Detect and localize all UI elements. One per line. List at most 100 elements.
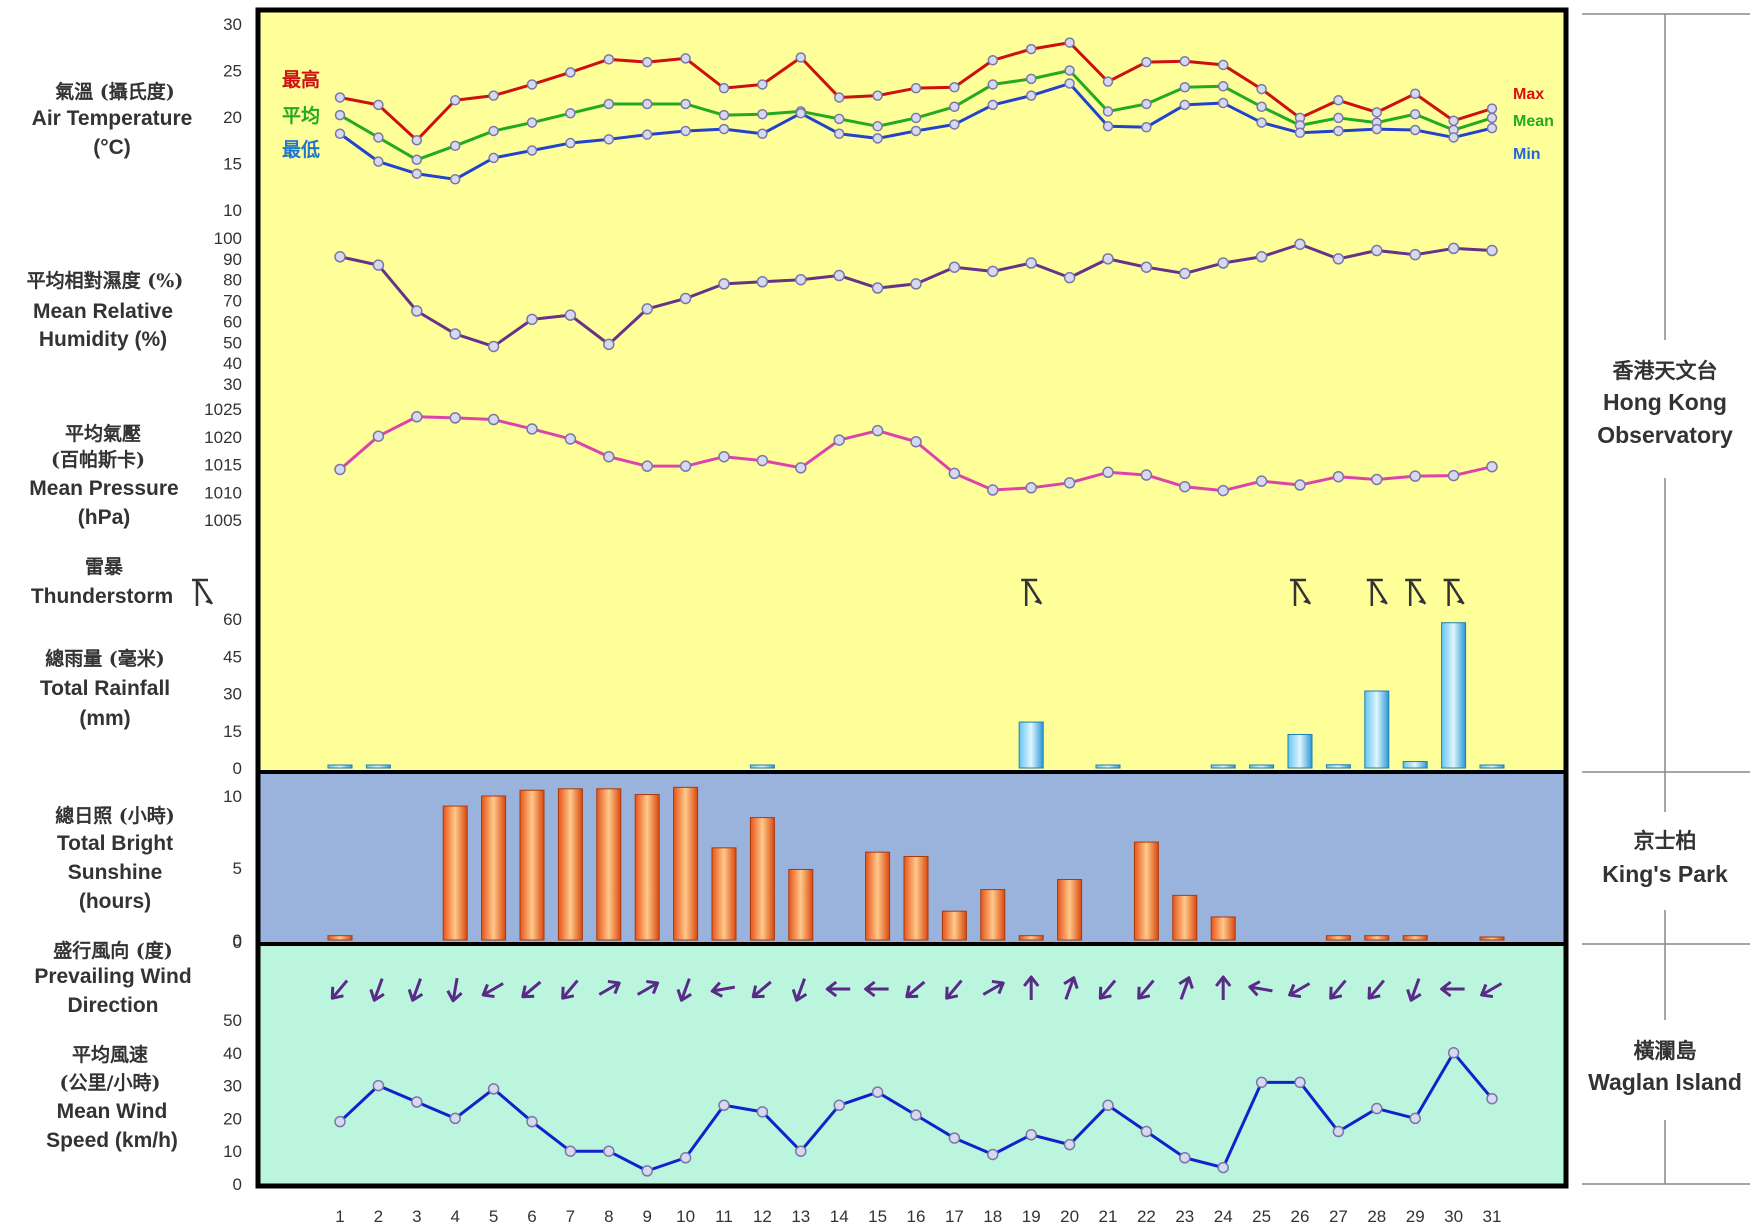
temperature-max-point <box>910 82 922 94</box>
temperature-max-point <box>1179 55 1191 67</box>
humidity-point <box>795 273 807 286</box>
x-tick-label: 12 <box>753 1207 772 1226</box>
temperature-mean-point <box>565 108 576 119</box>
temperature-min-point <box>1141 121 1152 133</box>
wind-speed-point <box>1447 1047 1460 1059</box>
temperature-mean-point <box>1025 73 1037 85</box>
pressure-point <box>372 430 385 442</box>
humidity-point <box>487 340 500 353</box>
pressure-point <box>1063 477 1076 489</box>
temperature-min-point <box>1333 125 1344 137</box>
x-tick-label: 7 <box>566 1207 575 1226</box>
x-tick-label: 25 <box>1252 1207 1271 1226</box>
wind-speed-point <box>526 1115 538 1128</box>
humidity-point <box>1063 271 1076 284</box>
pressure-point <box>1102 466 1114 479</box>
sunshine-bar <box>481 795 507 941</box>
wind-direction-arrow <box>864 980 889 998</box>
sunshine-bar <box>442 805 468 941</box>
humidity-point <box>756 276 769 288</box>
temperature-label-en: Air Temperature <box>32 107 193 130</box>
x-axis-ticks: 1 2 3 4 5 6 7 8 9 10 11 12 13 14 15 16 17 18 19 20 21 22 23 24 2… <box>335 1207 1501 1226</box>
humidity-point <box>910 278 922 290</box>
pressure-point <box>526 423 538 435</box>
wind-speed-tick-label: 0 <box>233 1175 242 1194</box>
wind-direction-arrow <box>561 979 579 1000</box>
temperature-mean-point <box>1409 108 1421 120</box>
wind-direction-arrow <box>369 978 385 1002</box>
temperature-max-point <box>641 56 653 68</box>
humidity-point <box>1255 251 1268 263</box>
x-tick-label: 20 <box>1060 1207 1079 1226</box>
rainfall-bar <box>1364 690 1390 769</box>
rainfall-bar <box>1325 764 1351 769</box>
sunshine-bar <box>519 789 545 941</box>
wind-direction-arrow <box>1023 975 1040 1000</box>
wind-speed-tick-label: 30 <box>223 1077 242 1096</box>
rainfall-tick-label: 30 <box>223 685 242 704</box>
humidity-point <box>679 292 692 305</box>
temperature-mean-point <box>1217 81 1229 92</box>
sunshine-bar <box>788 868 814 941</box>
pressure-point <box>987 484 999 496</box>
sunshine-bar <box>941 910 967 941</box>
temperature-max-point <box>718 82 730 94</box>
legend-mean-zh: 平均 <box>282 104 320 127</box>
sunshine-bar <box>980 889 1006 941</box>
wind-speed-tick-label: 40 <box>223 1044 242 1063</box>
temperature-min-point <box>910 125 922 137</box>
x-tick-label: 29 <box>1406 1207 1425 1226</box>
pressure-label-zh-2: (百帕斯卡) <box>51 448 145 471</box>
wind-speed-point <box>1102 1099 1114 1112</box>
wind-direction-arrow <box>1367 979 1386 1000</box>
wind-direction-arrow <box>1406 978 1422 1002</box>
sunshine-bar <box>903 855 929 941</box>
sunshine-bar <box>749 817 775 941</box>
pressure-point <box>910 435 922 448</box>
pressure-point <box>1025 482 1037 494</box>
wind-direction-arrow <box>710 981 736 998</box>
temperature-max-point <box>1025 43 1037 55</box>
pressure-tick-label: 1010 <box>204 483 242 502</box>
x-tick-label: 11 <box>715 1207 733 1226</box>
wind-direction-arrow <box>521 980 542 999</box>
pressure-tick-label: 1025 <box>204 400 242 419</box>
humidity-label-en-2: Humidity (%) <box>39 328 167 351</box>
wind-speed-point <box>1332 1125 1345 1138</box>
x-tick-label: 14 <box>830 1207 849 1226</box>
sunshine-bar <box>1018 935 1044 941</box>
temperature-max-point <box>1486 103 1498 114</box>
wind-speed-point <box>1255 1076 1268 1089</box>
humidity-point <box>449 328 461 340</box>
temperature-tick-label: 10 <box>223 201 242 220</box>
sunshine-label-zh: 總日照 (小時) <box>55 804 175 827</box>
pressure-point <box>1179 480 1191 493</box>
station-observatory-zh: 香港天文台 <box>1613 358 1718 383</box>
rainfall-unit: (mm) <box>79 707 130 730</box>
pressure-point <box>1447 469 1460 482</box>
pressure-point <box>411 411 423 423</box>
temperature-max-point <box>526 79 538 90</box>
wind-speed-point <box>1217 1161 1229 1174</box>
wind-speed-point <box>1025 1129 1037 1141</box>
temperature-mean-point <box>1102 106 1114 117</box>
sunshine-bar <box>673 786 699 941</box>
green-panel <box>258 944 1566 1186</box>
humidity-point <box>1447 242 1460 255</box>
thunderstorm-legend-icon <box>192 578 214 606</box>
sunshine-bar <box>1325 935 1351 941</box>
wind-speed-point <box>449 1112 461 1125</box>
temperature-max-point <box>334 92 346 103</box>
wind-speed-point <box>564 1145 577 1157</box>
humidity-point <box>1294 238 1306 251</box>
thunderstorm-label-zh: 雷暴 <box>85 556 124 578</box>
wind-speed-point <box>948 1132 961 1144</box>
humidity-tick-label: 80 <box>223 271 242 290</box>
wind-speed-point <box>1063 1138 1076 1151</box>
temperature-min-point <box>872 133 883 144</box>
wind-speed-point <box>987 1148 999 1161</box>
wind-speed-point <box>871 1086 884 1098</box>
wind-direction-label-zh: 盛行風向 (度) <box>53 939 173 962</box>
temperature-mean-point <box>411 154 423 166</box>
wind-direction-arrow <box>598 979 621 996</box>
